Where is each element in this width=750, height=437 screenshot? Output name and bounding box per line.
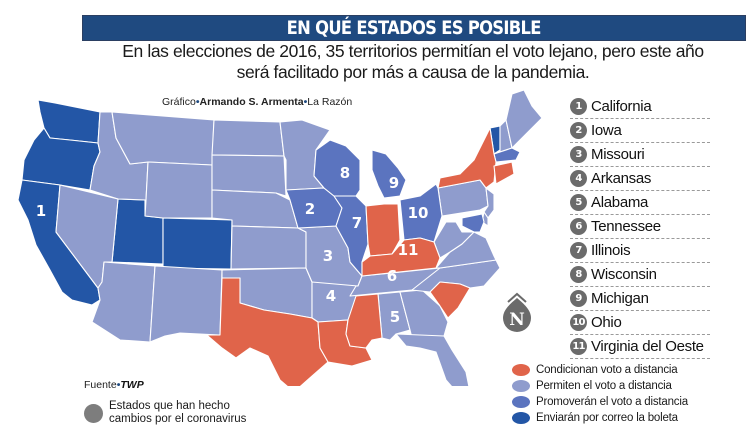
list-item: 4 Arkansas xyxy=(570,167,710,191)
legend-item-enviaran: Enviarán por correo la boleta xyxy=(512,410,688,426)
state-maryland[interactable] xyxy=(461,213,485,233)
credit-outlet: La Razón xyxy=(307,96,353,108)
number-badge: 3 xyxy=(570,146,587,163)
swatch-orange xyxy=(512,364,530,376)
number-badge: 2 xyxy=(570,122,587,139)
list-item: 2 Iowa xyxy=(570,119,710,143)
state-colorado[interactable] xyxy=(162,217,233,270)
state-new-york[interactable] xyxy=(437,127,497,189)
subtitle-line-1: En las elecciones de 2016, 35 territorio… xyxy=(122,41,704,61)
title-bar: EN QUÉ ESTADOS ES POSIBLE xyxy=(82,15,746,41)
number-badge: 8 xyxy=(570,266,587,283)
gray-circle-icon xyxy=(84,403,103,423)
legend-label: Permiten el voto a distancia xyxy=(536,380,672,392)
subtitle-line-2: será facilitado por más a causa de la pa… xyxy=(236,62,590,82)
state-name: Iowa xyxy=(591,122,622,139)
state-name: Tennessee xyxy=(591,218,661,235)
source-credit: Fuente•TWP xyxy=(84,379,144,391)
list-item: 5 Alabama xyxy=(570,191,710,215)
state-name: Wisconsin xyxy=(591,266,657,283)
state-name: Illinois xyxy=(591,242,631,259)
state-south-carolina[interactable] xyxy=(429,281,471,319)
state-ohio[interactable] xyxy=(399,183,443,243)
list-item: 6 Tennessee xyxy=(570,215,710,239)
swatch-medium-blue xyxy=(512,396,530,408)
separator-dot: • xyxy=(303,96,308,108)
state-connecticut[interactable] xyxy=(493,161,515,185)
credit-author: Armando S. Armenta xyxy=(199,96,304,108)
number-badge: 9 xyxy=(570,290,587,307)
number-badge: 4 xyxy=(570,170,587,187)
state-kentucky[interactable] xyxy=(361,237,441,277)
legend-item-permiten: Permiten el voto a distancia xyxy=(512,378,688,394)
list-item: 1 California xyxy=(570,95,710,119)
page-title: EN QUÉ ESTADOS ES POSIBLE xyxy=(286,17,542,39)
list-item: 11 Virginia del Oeste xyxy=(570,335,710,359)
state-name: Michigan xyxy=(591,290,649,307)
source-prefix: Fuente xyxy=(84,379,117,391)
legend-item-condicionan: Condicionan voto a distancia xyxy=(512,362,688,378)
credit: Gráfico•Armando S. Armenta•La Razón xyxy=(162,96,352,108)
list-item: 7 Illinois xyxy=(570,239,710,263)
state-name: Arkansas xyxy=(591,170,652,187)
legend: Condicionan voto a distancia Permiten el… xyxy=(512,362,688,426)
us-map: 1 2 3 4 5 6 7 8 9 10 11 xyxy=(0,86,560,386)
legend-label: Condicionan voto a distancia xyxy=(536,364,678,376)
state-north-dakota[interactable] xyxy=(211,119,285,157)
state-name: Ohio xyxy=(591,314,622,331)
credit-prefix: Gráfico xyxy=(162,96,196,108)
list-item: 8 Wisconsin xyxy=(570,263,710,287)
number-badge: 10 xyxy=(570,314,587,331)
state-montana[interactable] xyxy=(111,111,215,166)
state-indiana[interactable] xyxy=(365,203,401,257)
number-badge: 7 xyxy=(570,242,587,259)
source-name: TWP xyxy=(120,379,144,391)
swatch-dark-blue xyxy=(512,412,530,424)
north-compass-icon: N xyxy=(500,290,534,334)
number-badge: 1 xyxy=(570,98,587,115)
state-name: California xyxy=(591,98,652,115)
number-badge: 11 xyxy=(570,338,587,355)
state-florida[interactable] xyxy=(395,333,470,386)
list-item: 9 Michigan xyxy=(570,287,710,311)
state-mississippi[interactable] xyxy=(345,293,383,349)
svg-text:N: N xyxy=(509,310,525,330)
gray-note: Estados que han hecho cambios por el cor… xyxy=(84,400,246,426)
subtitle: En las elecciones de 2016, 35 territorio… xyxy=(82,41,744,83)
legend-label: Promoverán el voto a distancia xyxy=(536,396,688,408)
gray-note-text: Estados que han hecho cambios por el cor… xyxy=(109,400,247,425)
state-georgia[interactable] xyxy=(399,289,449,339)
state-michigan[interactable] xyxy=(371,149,407,199)
state-wyoming[interactable] xyxy=(144,161,213,219)
number-badge: 5 xyxy=(570,194,587,211)
state-wisconsin[interactable] xyxy=(313,139,361,197)
separator-dot: • xyxy=(116,379,121,391)
state-name: Virginia del Oeste xyxy=(591,338,704,355)
list-item: 3 Missouri xyxy=(570,143,710,167)
state-new-mexico[interactable] xyxy=(149,265,223,343)
number-badge: 6 xyxy=(570,218,587,235)
state-kansas[interactable] xyxy=(230,225,307,270)
swatch-light-blue xyxy=(512,380,530,392)
state-south-dakota[interactable] xyxy=(211,154,287,197)
legend-item-promoveran: Promoverán el voto a distancia xyxy=(512,394,688,410)
list-item: 10 Ohio xyxy=(570,311,710,335)
state-name: Alabama xyxy=(591,194,649,211)
state-texas[interactable] xyxy=(185,277,329,386)
state-name: Missouri xyxy=(591,146,645,163)
legend-label: Enviarán por correo la boleta xyxy=(536,412,678,424)
separator-dot: • xyxy=(195,96,200,108)
state-maine[interactable] xyxy=(505,89,543,149)
